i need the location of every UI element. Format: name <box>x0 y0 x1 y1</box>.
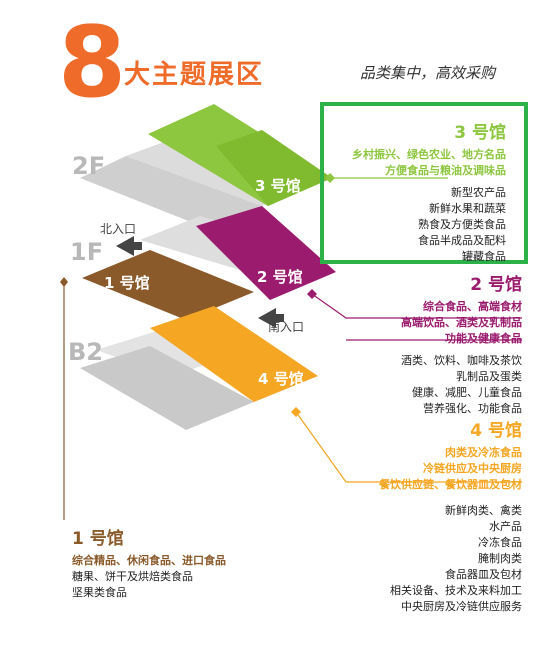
hall4-leader-line <box>295 411 522 483</box>
north-entrance-arrow <box>116 236 142 256</box>
floor-b2-gray-front <box>80 346 254 430</box>
hall3-item: 新型农产品 <box>451 186 506 199</box>
hall1-title: 1 号馆 <box>72 529 124 549</box>
page-title: 大主题展区 <box>124 60 265 90</box>
hall4-item: 食品器皿及包材 <box>445 568 522 581</box>
page-subtitle: 品类集中，高效采购 <box>360 64 496 82</box>
hall2-title: 2 号馆 <box>470 275 522 295</box>
hall4-block <box>150 306 318 402</box>
hall1-tag: 综合精品、休闲食品、进口食品 <box>72 554 226 567</box>
hall2-leader-marker <box>307 289 317 299</box>
hall3-item: 罐藏食品 <box>462 250 506 263</box>
hall2-block <box>196 206 336 300</box>
hall4-title: 4 号馆 <box>470 421 522 441</box>
hall1-map-label: 1 号馆 <box>104 274 150 292</box>
hall3-leader-marker <box>325 173 335 183</box>
hall2-tag: 高端饮品、酒类及乳制品 <box>401 316 522 329</box>
floor-label-b2: B2 <box>68 338 103 366</box>
hall2-map-label: 2 号馆 <box>257 268 303 286</box>
hall4-map-label: 4 号馆 <box>258 370 304 388</box>
hall4-leader-marker <box>291 407 301 417</box>
hall3-info: 3 号馆 乡村振兴、绿色农业、地方名品 方便食品与粮油及调味品 新型农产品 新鲜… <box>306 118 506 265</box>
hall4-item: 冷冻食品 <box>478 536 522 549</box>
hall3-tag: 方便食品与粮油及调味品 <box>385 164 506 177</box>
hall2-item: 乳制品及蛋类 <box>456 370 522 383</box>
floor-label-2f: 2F <box>72 152 106 180</box>
hall1-info: 1 号馆 综合精品、休闲食品、进口食品 糖果、饼干及烘焙类食品 坚果类食品 <box>72 524 312 601</box>
hall3-item: 食品半成品及配料 <box>418 234 506 247</box>
hall1-item: 坚果类食品 <box>72 586 127 599</box>
hall3-item: 新鲜水果和蔬菜 <box>429 202 506 215</box>
hall2-leader-line <box>311 293 522 319</box>
hall4-item: 新鲜肉类、禽类 <box>445 504 522 517</box>
hall3-tag: 乡村振兴、绿色农业、地方名品 <box>352 148 506 161</box>
floor-b2-gray-back <box>96 330 234 376</box>
hall4-tag: 冷链供应及中央厨房 <box>423 462 522 475</box>
hall2-item: 营养强化、功能食品 <box>423 402 522 415</box>
hall4-info: 4 号馆 肉类及冷冻食品 冷链供应及中央厨房 餐饮供应链、餐饮器皿及包材 新鲜肉… <box>292 416 522 615</box>
south-entrance-arrow <box>258 308 284 328</box>
hall4-tag: 肉类及冷冻食品 <box>445 446 522 459</box>
hall3-highlight-box <box>320 102 528 264</box>
hall2-tag: 综合食品、高端食材 <box>423 300 522 313</box>
hall2-item: 酒类、饮料、咖啡及茶饮 <box>401 354 522 367</box>
hall1-block <box>82 250 254 320</box>
hall4-item: 相关设备、技术及来料加工 <box>390 584 522 597</box>
hall2-item: 健康、减肥、儿童食品 <box>412 386 522 399</box>
big-number: 8 <box>58 6 127 120</box>
hall3-item: 熟食及方便类食品 <box>418 218 506 231</box>
hall1-item: 糖果、饼干及烘焙类食品 <box>72 570 193 583</box>
floor-2f-strip-front <box>80 156 262 232</box>
hall2-info: 2 号馆 综合食品、高端食材 高端饮品、酒类及乳制品 功能及健康食品 酒类、饮料… <box>302 270 522 417</box>
hall4-item: 中央厨房及冷链供应服务 <box>401 600 522 613</box>
north-entrance-label: 北入口 <box>100 222 137 236</box>
hall4-tag: 餐饮供应链、餐饮器皿及包材 <box>379 478 522 491</box>
floor-label-1f: 1F <box>70 238 104 266</box>
hall3-title: 3 号馆 <box>454 123 506 143</box>
hall3-map-label: 3 号馆 <box>255 177 301 195</box>
hall4-item: 水产品 <box>489 520 522 533</box>
hall4-item: 腌制肉类 <box>478 552 522 565</box>
south-entrance-label: 南入口 <box>268 320 305 334</box>
hall3-block-face <box>216 130 332 206</box>
hall1-leader-marker <box>60 277 68 287</box>
hall2-tag: 功能及健康食品 <box>445 332 522 345</box>
